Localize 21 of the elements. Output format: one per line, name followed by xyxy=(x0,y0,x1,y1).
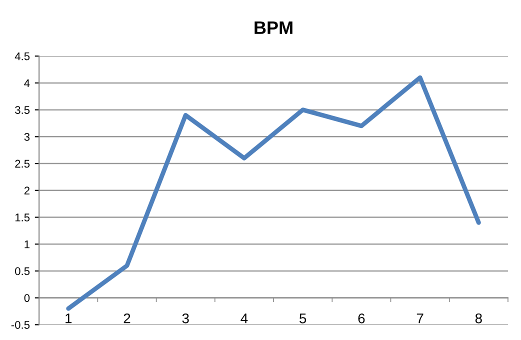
x-tick-label: 4 xyxy=(240,314,248,324)
x-tick-label: 6 xyxy=(358,313,365,324)
chart-title: BPM xyxy=(254,21,292,34)
y-tick-label: -0.5 xyxy=(11,320,30,329)
y-tick-label: 4 xyxy=(24,79,30,87)
x-tick-label: 1 xyxy=(66,314,72,324)
y-tick-label: 2.5 xyxy=(15,160,30,168)
y-tick-label: 1.5 xyxy=(15,214,30,222)
x-tick-label: 5 xyxy=(300,314,306,324)
y-tick-label: 3 xyxy=(24,132,30,141)
x-tick-label: 2 xyxy=(124,313,130,324)
line-series xyxy=(66,75,481,311)
y-tick-label: 0.5 xyxy=(15,267,30,276)
y-tick-label: 1 xyxy=(24,240,30,248)
x-tick-label: 8 xyxy=(475,313,482,324)
y-tick-label: 2 xyxy=(24,186,30,194)
y-tick-label: 0 xyxy=(24,294,30,302)
x-tick-label: 3 xyxy=(182,313,189,324)
x-tick-label: 7 xyxy=(416,314,424,324)
y-tick-label: 4.5 xyxy=(14,52,30,60)
y-tick-label: 3.5 xyxy=(15,106,30,114)
